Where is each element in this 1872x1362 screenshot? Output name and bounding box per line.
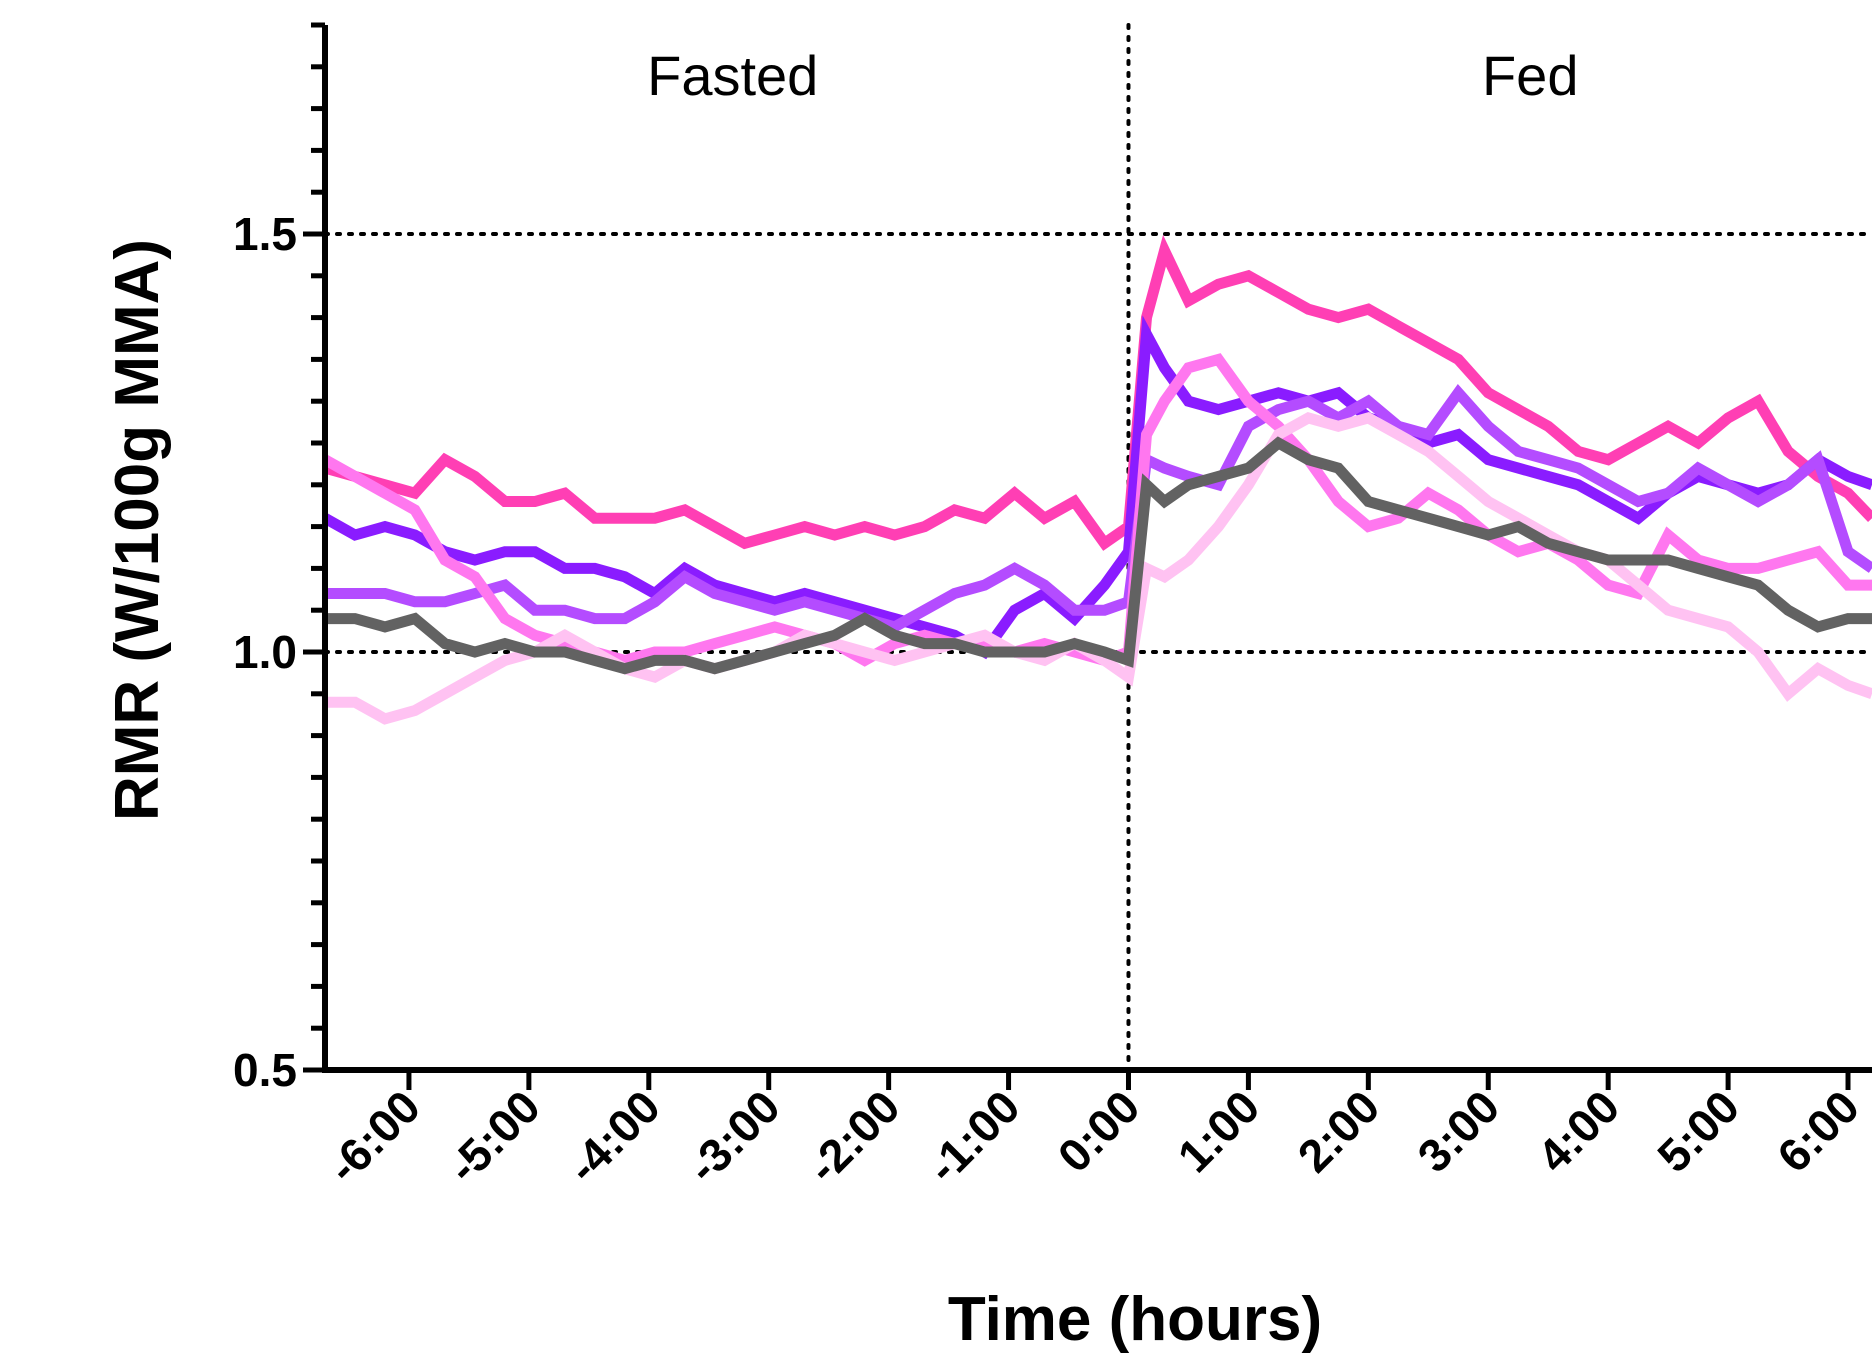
y-tick-label: 1.0 bbox=[233, 626, 297, 678]
x-tick-label: -5:00 bbox=[437, 1080, 550, 1193]
x-tick-label: 1:00 bbox=[1168, 1080, 1270, 1182]
region-label-fasted: Fasted bbox=[647, 44, 818, 107]
series-lines bbox=[322, 234, 1872, 725]
y-ticks: 0.5 1.0 1.5 bbox=[233, 22, 325, 1096]
x-tick-label: -1:00 bbox=[917, 1080, 1030, 1193]
region-labels: Fasted Fed bbox=[647, 44, 1578, 107]
x-tick-label: 2:00 bbox=[1288, 1080, 1390, 1182]
x-tick-label: 0:00 bbox=[1048, 1080, 1150, 1182]
x-tick-label: -4:00 bbox=[557, 1080, 670, 1193]
series-line-3 bbox=[325, 384, 1872, 633]
series-line-1 bbox=[323, 234, 1872, 551]
x-ticks: -6:00 -5:00 -4:00 -3:00 -2:00 -1:00 0:00 1:00 2:… bbox=[317, 1070, 1869, 1193]
x-tick-label: 3:00 bbox=[1407, 1080, 1509, 1182]
reference-lines bbox=[323, 23, 1872, 1072]
y-tick-label: 0.5 bbox=[233, 1044, 297, 1096]
x-tick-label: -3:00 bbox=[677, 1080, 790, 1193]
series-line-6 bbox=[325, 436, 1872, 675]
x-tick-label: 5:00 bbox=[1647, 1080, 1749, 1182]
x-tick-label: 4:00 bbox=[1527, 1080, 1629, 1182]
y-tick-label: 1.5 bbox=[233, 208, 297, 260]
x-tick-label: -2:00 bbox=[797, 1080, 910, 1193]
x-axis-title: Time (hours) bbox=[948, 1285, 1322, 1354]
y-axis-title: RMR (W/100g MMA) bbox=[103, 239, 172, 821]
x-tick-label: -6:00 bbox=[317, 1080, 430, 1193]
series-line-2 bbox=[322, 315, 1872, 660]
region-label-fed: Fed bbox=[1482, 44, 1579, 107]
x-tick-label: 6:00 bbox=[1767, 1080, 1869, 1182]
